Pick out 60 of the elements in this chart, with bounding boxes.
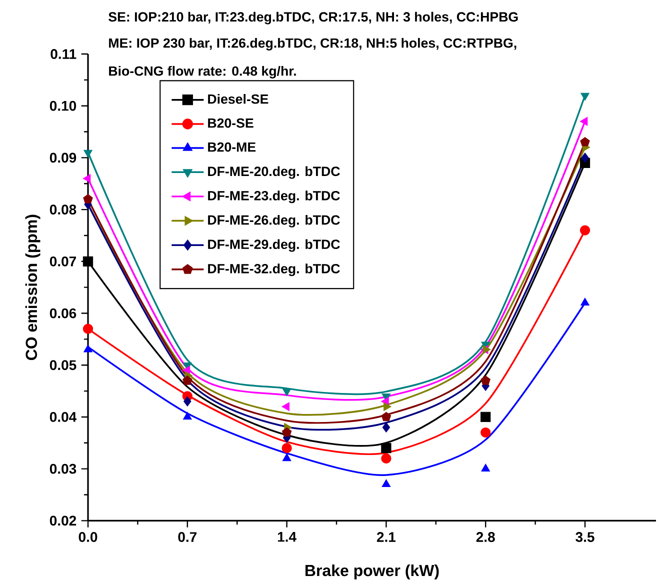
point bbox=[82, 256, 94, 266]
point bbox=[480, 427, 491, 438]
x-tick-label: 0.0 bbox=[78, 532, 98, 542]
x-tick-label: 3.5 bbox=[576, 532, 594, 542]
point bbox=[182, 376, 192, 385]
text: SE: IOP:210 bar, IT:23.deg.bTDC, CR:17.5, NH: 3 holes, CC:HPBG bbox=[108, 12, 518, 24]
x-tick-label: 0.7 bbox=[178, 532, 197, 542]
point bbox=[580, 116, 588, 126]
x-axis-title: Brake power (kW) bbox=[305, 564, 439, 580]
y-tick-label: 0.05 bbox=[50, 360, 76, 370]
legend-label: Diesel-SE bbox=[208, 94, 268, 104]
legend-label: DF-ME-20.deg. bTDC bbox=[208, 166, 340, 179]
text: ME: IOP 230 bar, IT:26.deg.bTDC, CR:18, NH:5 holes, CC:RTPBG, bbox=[109, 38, 516, 50]
y-tick-label: 0.11 bbox=[50, 49, 76, 59]
point bbox=[481, 464, 490, 472]
y-tick-label: 0.07 bbox=[50, 256, 76, 266]
point bbox=[282, 388, 292, 396]
point bbox=[580, 298, 590, 306]
point bbox=[83, 194, 93, 204]
point bbox=[84, 150, 92, 158]
point bbox=[480, 376, 490, 385]
annotation: Bio-CNG flow rate: 0.48 kg/hr. bbox=[109, 66, 296, 78]
point bbox=[282, 443, 292, 454]
point bbox=[282, 427, 292, 437]
legend-label: DF-ME-23.deg. bTDC bbox=[208, 190, 340, 204]
legend-label: DF-ME-26.deg. bTDC bbox=[208, 214, 340, 228]
point bbox=[282, 402, 290, 412]
point bbox=[82, 324, 94, 334]
y-tick-label: 0.06 bbox=[50, 308, 76, 318]
y-tick-label: 0.10 bbox=[50, 100, 76, 111]
point bbox=[84, 344, 92, 352]
x-tick-label: 1.4 bbox=[278, 532, 296, 542]
legend-label: DF-ME-32.deg. bTDC bbox=[208, 264, 340, 276]
point bbox=[580, 92, 590, 101]
y-axis-title: CO emission (ppm) bbox=[25, 214, 40, 360]
legend-label: B20-ME bbox=[208, 142, 256, 152]
point bbox=[382, 479, 391, 488]
point bbox=[82, 174, 91, 183]
x-tick-label: 2.8 bbox=[476, 532, 495, 542]
point bbox=[580, 137, 590, 146]
y-tick-label: 0.03 bbox=[50, 464, 76, 474]
point bbox=[482, 345, 491, 354]
y-tick-label: 0.09 bbox=[50, 152, 76, 163]
x-tick-label: 2.1 bbox=[376, 532, 396, 542]
point bbox=[480, 412, 491, 422]
y-tick-label: 0.08 bbox=[50, 204, 76, 215]
point bbox=[384, 402, 392, 412]
point bbox=[381, 443, 392, 454]
y-tick-label: 0.02 bbox=[50, 516, 76, 526]
point bbox=[381, 453, 392, 464]
point bbox=[282, 453, 292, 462]
legend-label: DF-ME-29.deg. bTDC bbox=[208, 239, 340, 252]
point bbox=[580, 225, 590, 236]
legend-label: B20-SE bbox=[208, 118, 254, 128]
point bbox=[381, 412, 392, 422]
point bbox=[382, 422, 390, 432]
point bbox=[184, 396, 192, 406]
y-tick-label: 0.04 bbox=[50, 412, 77, 422]
point bbox=[182, 412, 192, 420]
point bbox=[581, 152, 589, 163]
